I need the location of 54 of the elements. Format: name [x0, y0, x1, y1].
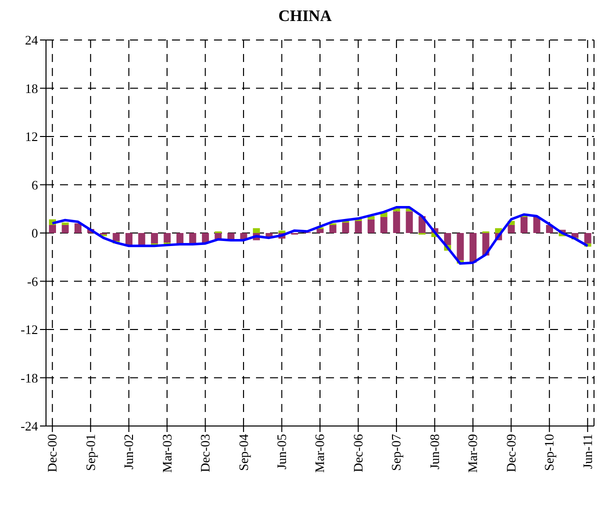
x-tick-label: Mar-06: [312, 434, 328, 473]
bar: [354, 220, 362, 233]
x-tick-label: Dec-00: [44, 434, 60, 472]
y-tick-label: -18: [20, 370, 38, 386]
line-series: [51, 206, 589, 265]
bar: [368, 219, 375, 233]
bar: [470, 233, 477, 263]
bar: [189, 233, 196, 244]
chart-title: CHINA: [277, 8, 333, 26]
y-tick-label: -24: [20, 418, 38, 434]
y-tick-label: 12: [25, 129, 38, 144]
bar: [150, 233, 158, 244]
x-tick-label: Dec-09: [503, 434, 518, 472]
bar: [380, 216, 388, 233]
x-tick-label: Mar-03: [159, 434, 174, 473]
x-tick-label: Jun-05: [274, 434, 289, 470]
x-tick-label: Dec-03: [198, 434, 213, 472]
x-tick-label: Jun-08: [426, 434, 442, 470]
x-tick-label: Sep-10: [542, 434, 557, 471]
bar: [125, 233, 132, 246]
bar: [112, 233, 120, 242]
x-tick-label: Jun-02: [121, 434, 136, 470]
x-tick-label: Dec-06: [350, 434, 366, 472]
bar: [176, 233, 184, 244]
x-tick-label: Jun-11: [580, 434, 595, 469]
bar: [456, 233, 464, 260]
bar: [164, 233, 171, 243]
bar: [316, 228, 324, 233]
bar: [202, 233, 209, 243]
y-tick-label: 24: [25, 32, 38, 48]
bar: [49, 224, 56, 233]
bar: [508, 224, 515, 233]
bar: [329, 224, 336, 233]
bar: [252, 228, 260, 233]
bar: [584, 233, 592, 244]
bar: [406, 211, 413, 233]
bar: [62, 224, 69, 233]
bar: [74, 223, 82, 233]
y-tick-label: 0: [32, 226, 38, 241]
y-tick-label: 18: [25, 80, 38, 96]
y-tick-label: -12: [20, 322, 38, 338]
bar: [138, 233, 146, 246]
bar: [393, 211, 400, 233]
x-tick-label: Mar-09: [465, 434, 480, 473]
y-tick-label: 6: [32, 177, 38, 192]
bar: [520, 216, 528, 233]
bar: [342, 222, 350, 233]
x-tick-label: Sep-01: [82, 434, 98, 471]
x-tick-label: Sep-07: [388, 434, 404, 471]
y-tick-label: -6: [27, 274, 38, 289]
x-tick-label: Sep-04: [236, 434, 251, 471]
bar: [533, 216, 540, 233]
bar: [227, 233, 234, 240]
bar: [444, 233, 452, 246]
